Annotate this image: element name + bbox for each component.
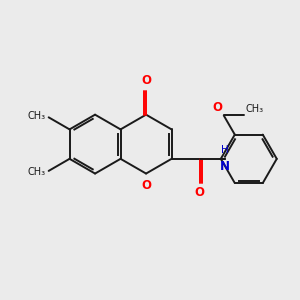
Text: O: O [141, 179, 151, 192]
Text: CH₃: CH₃ [28, 111, 46, 121]
Text: O: O [141, 74, 151, 87]
Text: O: O [194, 186, 205, 199]
Text: CH₃: CH₃ [28, 167, 46, 177]
Text: O: O [212, 101, 222, 114]
Text: H: H [221, 145, 228, 155]
Text: CH₃: CH₃ [246, 104, 264, 114]
Text: N: N [220, 160, 230, 173]
